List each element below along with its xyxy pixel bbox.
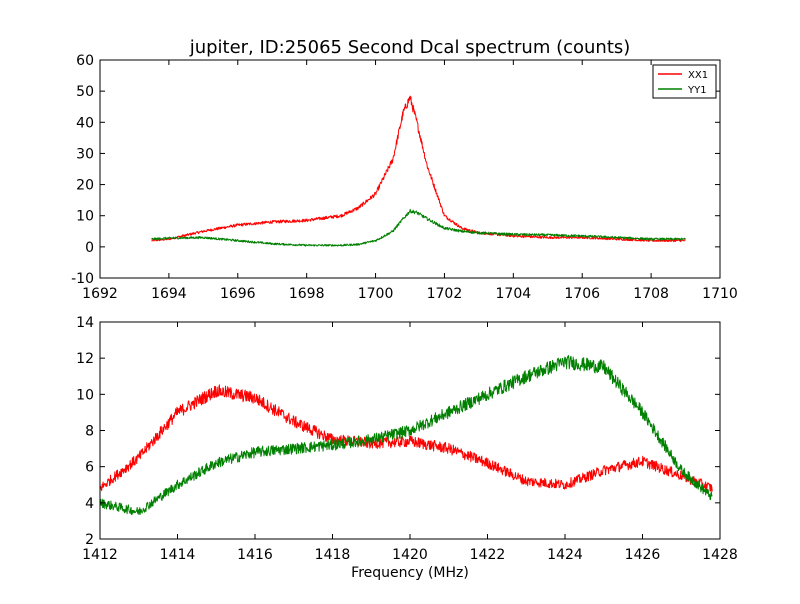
x-tick-label: 1704 [496, 286, 532, 302]
y-tick-label: 8 [85, 424, 94, 440]
legend-label-xx1: XX1 [688, 70, 708, 81]
x-tick-label: 1422 [470, 547, 506, 563]
y-tick-label: 50 [76, 84, 94, 100]
bottom-ticks: 1412 1414 1416 1418 1420 1422 1424 1426 14282468… [76, 315, 738, 563]
x-tick-label: 1428 [702, 547, 738, 563]
series-line-yy1-bottom [100, 355, 713, 516]
top-ticks: 1692 1694 1696 1698 1700 1702 1704 1706 1708 1710… [71, 53, 738, 302]
y-tick-label: 40 [76, 115, 94, 131]
y-tick-label: 12 [76, 351, 94, 367]
x-tick-label: 1414 [160, 547, 196, 563]
chart-title: jupiter, ID:25065 Second Dcal spectrum (… [189, 37, 631, 58]
x-tick-label: 1708 [633, 286, 669, 302]
top-axes-frame [99, 59, 721, 279]
x-tick-label: 1416 [237, 547, 273, 563]
series-line-yy1-top [151, 208, 686, 247]
y-tick-label: 6 [85, 460, 94, 476]
x-tick-label: 1424 [547, 547, 583, 563]
y-tick-label: 2 [85, 532, 94, 548]
legend-label-yy1: YY1 [687, 85, 707, 96]
bottom-panel: 1412 1414 1416 1418 1420 1422 1424 1426 14282468… [76, 315, 738, 563]
x-axis-label: Frequency (MHz) [351, 565, 469, 581]
y-tick-label: 60 [76, 53, 94, 69]
y-tick-label: -10 [71, 271, 94, 287]
y-tick-label: 0 [85, 240, 94, 256]
legend-box [652, 64, 717, 99]
y-tick-label: 20 [76, 178, 94, 194]
y-tick-label: 30 [76, 146, 94, 162]
x-tick-label: 1412 [82, 547, 118, 563]
x-tick-label: 1692 [82, 286, 118, 302]
x-tick-label: 1698 [289, 286, 325, 302]
legend: XX1 YY1 [652, 64, 717, 99]
series-line-xx1-bottom [100, 384, 713, 492]
x-tick-label: 1420 [392, 547, 428, 563]
x-tick-label: 1702 [427, 286, 463, 302]
x-tick-label: 1700 [358, 286, 394, 302]
top-panel: 1692 1694 1696 1698 1700 1702 1704 1706 1708 1710… [71, 53, 738, 302]
x-tick-label: 1426 [625, 547, 661, 563]
x-tick-label: 1694 [151, 286, 187, 302]
series-line-xx1-top [151, 95, 686, 243]
y-tick-label: 14 [76, 315, 94, 331]
x-tick-label: 1706 [564, 286, 600, 302]
top-series-layer [151, 95, 686, 247]
y-tick-label: 10 [76, 387, 94, 403]
y-tick-label: 10 [76, 209, 94, 225]
x-tick-label: 1696 [220, 286, 256, 302]
bottom-series-layer [100, 355, 713, 516]
y-tick-label: 4 [85, 496, 94, 512]
x-tick-label: 1710 [702, 286, 738, 302]
x-tick-label: 1418 [315, 547, 351, 563]
